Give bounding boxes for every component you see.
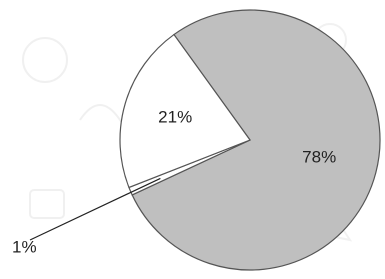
data-label: 1% — [12, 237, 37, 256]
data-label: 21% — [158, 107, 192, 126]
data-label: 78% — [302, 148, 336, 167]
chart: 78% 1% 21% — [0, 0, 385, 279]
pie: 78% 1% 21% — [12, 10, 380, 270]
